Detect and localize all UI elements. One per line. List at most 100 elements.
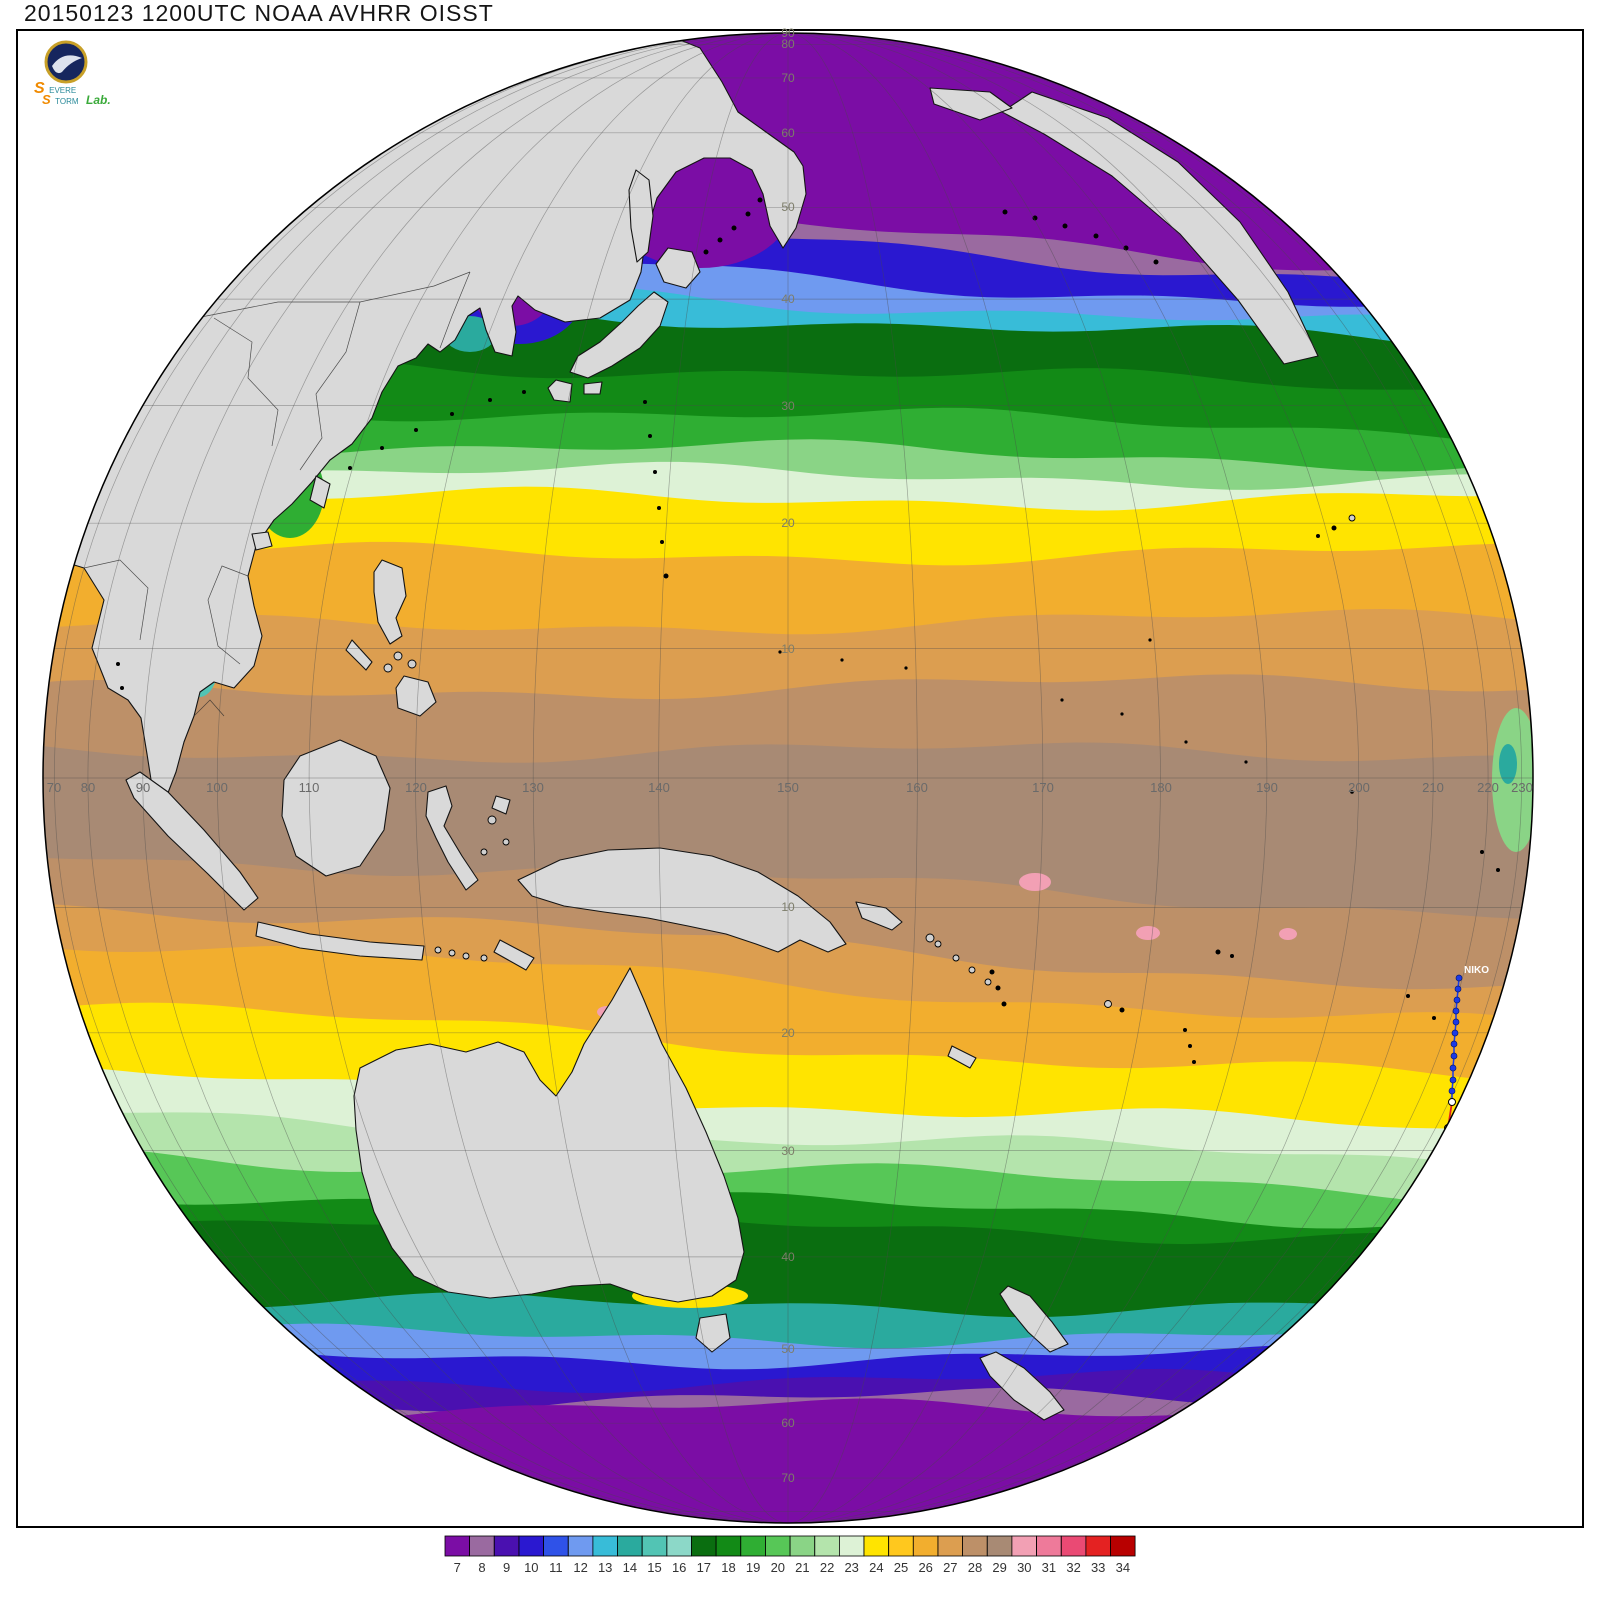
island-dot (1496, 868, 1500, 872)
severe-storm-lab-logo: S EVERE S TORM Lab. (34, 40, 111, 107)
lon-label: 220 (1477, 780, 1499, 795)
sst-patch (1279, 928, 1297, 940)
island-dot (1183, 1028, 1187, 1032)
island-dot (502, 838, 510, 846)
island-dot (1104, 1000, 1112, 1008)
colorbar-label: 9 (503, 1560, 510, 1575)
lon-label: 120 (405, 780, 427, 795)
colorbar-labels: 7 8 9 10 11 12 13 14 15 16 17 18 19 20 21 22 23 24 25 26 27 2… (454, 1560, 1130, 1575)
island-dot (663, 573, 669, 579)
island-dot (1119, 1007, 1125, 1013)
colorbar-label: 10 (524, 1560, 538, 1575)
island-dot (745, 211, 751, 217)
land-shape (353, 967, 745, 1303)
sst-patch (1499, 744, 1517, 784)
colorbar-cell (666, 1535, 692, 1557)
island-dot (1184, 740, 1188, 744)
sst-patch (1492, 708, 1533, 852)
colorbar-label: 17 (697, 1560, 711, 1575)
colorbar-cell (715, 1535, 742, 1557)
meridian-line (787, 33, 1161, 1523)
land-shape (281, 739, 391, 877)
border-line (193, 699, 225, 717)
meridian-line (532, 33, 789, 1523)
colorbar-cell (1085, 1535, 1111, 1557)
island-dot (1032, 215, 1038, 221)
colorbar-cell (1011, 1535, 1037, 1557)
sst-patch (1019, 873, 1051, 891)
land-shape (855, 901, 903, 931)
colorbar-label: 25 (894, 1560, 908, 1575)
colorbar-cell (937, 1535, 964, 1557)
meridian-line (87, 33, 789, 1523)
colorbar-label: 8 (478, 1560, 485, 1575)
border-line (213, 317, 279, 447)
lon-label: 230 (1511, 780, 1533, 795)
island-dot (925, 933, 935, 943)
lat-label: 10 (781, 642, 795, 656)
island-dot (1215, 949, 1221, 955)
island-dot (488, 398, 492, 402)
colorbar-cell (493, 1535, 520, 1557)
colorbar-cell (789, 1535, 816, 1557)
meridian-line (54, 33, 789, 1523)
island-dot (480, 954, 488, 962)
colorbar-label: 34 (1116, 1560, 1130, 1575)
meridian-line (787, 33, 1434, 1523)
island-dot (480, 848, 488, 856)
island-dot (703, 249, 709, 255)
track-dot (1451, 1029, 1459, 1037)
land-shape (979, 1351, 1065, 1421)
island-dot (1316, 534, 1320, 538)
track-dot (1449, 1076, 1457, 1084)
colorbar-cell (592, 1535, 618, 1557)
island-dot (995, 985, 1001, 991)
border-line (439, 271, 471, 349)
land-shape (255, 921, 425, 961)
colorbar-label: 32 (1066, 1560, 1080, 1575)
colorbar-cell (469, 1535, 495, 1557)
lat-label: 20 (781, 516, 795, 530)
land-shape (491, 795, 511, 815)
island-dot (522, 390, 526, 394)
island-dot (1120, 712, 1124, 716)
island-dot (731, 225, 737, 231)
colorbar-label: 15 (647, 1560, 661, 1575)
plot-frame (16, 29, 1584, 1528)
land-shape (999, 1285, 1069, 1353)
logo-line1: S EVERE (34, 80, 76, 97)
lat-label: 60 (781, 126, 795, 140)
colorbar-cell (1110, 1535, 1136, 1557)
colorbar-label: 27 (943, 1560, 957, 1575)
island-dot (1331, 525, 1337, 531)
colorbar-label: 22 (820, 1560, 834, 1575)
lon-label: 130 (522, 780, 544, 795)
land-shape (695, 1313, 731, 1353)
border-line (207, 565, 249, 665)
island-dot (1123, 245, 1129, 251)
lat-label: 40 (781, 292, 795, 306)
colorbar-label: 12 (573, 1560, 587, 1575)
island-dot (989, 969, 995, 975)
lat-label: 30 (781, 1144, 795, 1158)
colorbar-label: 11 (549, 1560, 563, 1575)
land-shape (309, 475, 331, 509)
island-dot (380, 446, 384, 450)
island-dot (407, 659, 417, 669)
colorbar-cell (1036, 1535, 1062, 1557)
land-shape (395, 675, 437, 717)
colorbar-label: 29 (992, 1560, 1006, 1575)
lon-label: 80 (81, 780, 95, 795)
island-dot (1480, 850, 1484, 854)
border-line (83, 559, 149, 641)
track-dot (1455, 974, 1463, 982)
island-dot (487, 815, 497, 825)
island-dot (450, 412, 454, 416)
colorbar-cell (518, 1535, 545, 1557)
meridian-line (787, 33, 1268, 1523)
colorbar-cell (863, 1535, 890, 1557)
colorbar-cell (641, 1535, 668, 1557)
island-dot (660, 540, 664, 544)
meridian-line (787, 33, 1359, 1523)
